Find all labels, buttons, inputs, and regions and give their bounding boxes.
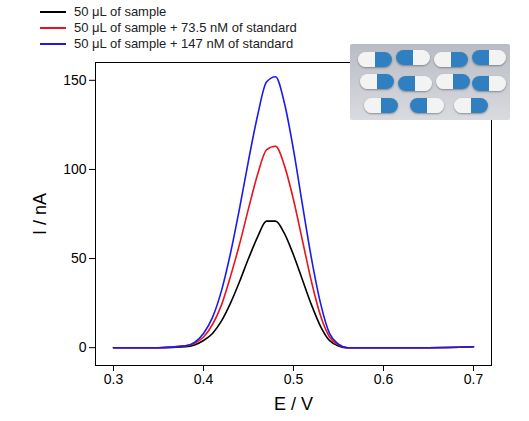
html-text:50 μL of sample + 147 nM of st: 50 μL of sample + 147 nM of standard [74,36,294,51]
svg-text:150: 150 [63,72,87,88]
svg-text:0.7: 0.7 [464,371,484,387]
svg-text:0.6: 0.6 [374,371,394,387]
svg-text:0: 0 [79,339,87,355]
svg-text:0.5: 0.5 [284,371,304,387]
svg-text:E / V: E / V [274,394,313,414]
svg-text:100: 100 [63,161,87,177]
svg-text:0.3: 0.3 [104,371,124,387]
svg-text:50: 50 [71,250,87,266]
html-text:50 μL of sample + 73.5 nM of s: 50 μL of sample + 73.5 nM of standard [74,20,297,35]
svg-text:0.4: 0.4 [194,371,214,387]
html-text:50 μL of sample: 50 μL of sample [74,4,167,19]
svg-text:I / nA: I / nA [30,193,50,235]
